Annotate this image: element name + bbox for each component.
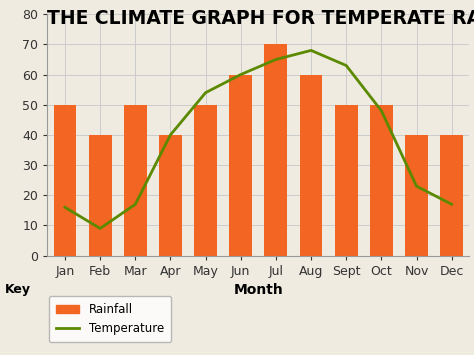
Text: Key: Key <box>5 283 31 296</box>
Bar <box>194 105 217 256</box>
Bar <box>440 135 463 256</box>
Bar <box>89 135 111 256</box>
Bar <box>405 135 428 256</box>
Bar <box>264 44 287 256</box>
Bar <box>159 135 182 256</box>
Bar <box>300 75 322 256</box>
Legend: Rainfall, Temperature: Rainfall, Temperature <box>48 296 171 342</box>
Bar <box>370 105 393 256</box>
Bar <box>54 105 76 256</box>
Text: THE CLIMATE GRAPH FOR TEMPERATE RAINFOREST: THE CLIMATE GRAPH FOR TEMPERATE RAINFORE… <box>47 9 474 28</box>
Bar <box>124 105 147 256</box>
Bar <box>335 105 358 256</box>
Bar <box>229 75 252 256</box>
X-axis label: Month: Month <box>234 283 283 297</box>
